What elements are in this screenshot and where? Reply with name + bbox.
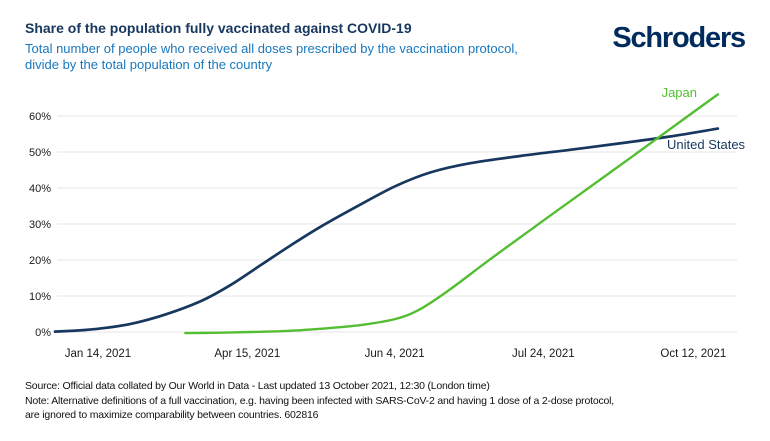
x-tick-label: Apr 15, 2021	[214, 348, 280, 360]
y-tick-label: 10%	[29, 291, 51, 303]
x-tick-label: Oct 12, 2021	[660, 348, 726, 360]
series-line-japan	[184, 93, 720, 335]
series-line-united-states	[53, 127, 720, 333]
y-tick-label: 0%	[35, 327, 51, 339]
chart-subtitle-line2: divide by the total population of the co…	[25, 57, 273, 72]
source-note-line2: Note: Alternative definitions of a full …	[25, 394, 614, 407]
y-tick-label: 20%	[29, 255, 51, 267]
chart-subtitle: Total number of people who received all …	[25, 41, 585, 73]
series-label-united-states: United States	[667, 137, 746, 152]
x-tick-label: Jun 4, 2021	[365, 348, 425, 360]
y-tick-label: 50%	[29, 147, 51, 159]
y-tick-label: 60%	[29, 111, 51, 123]
schroders-logo: Schroders	[612, 22, 746, 54]
x-tick-label: Jan 14, 2021	[65, 348, 132, 360]
series-label-japan: Japan	[662, 85, 697, 100]
y-tick-label: 40%	[29, 183, 51, 195]
chart-subtitle-line1: Total number of people who received all …	[25, 41, 518, 56]
x-tick-label: Jul 24, 2021	[512, 348, 575, 360]
chart-title: Share of the population fully vaccinated…	[25, 20, 412, 36]
chart-header: Share of the population fully vaccinated…	[25, 19, 585, 73]
y-tick-label: 30%	[29, 219, 51, 231]
source-note-line3: are ignored to maximize comparability be…	[25, 409, 319, 421]
source-note: Source: Official data collated by Our Wo…	[25, 379, 755, 423]
source-note-line1: Source: Official data collated by Our Wo…	[25, 380, 490, 392]
